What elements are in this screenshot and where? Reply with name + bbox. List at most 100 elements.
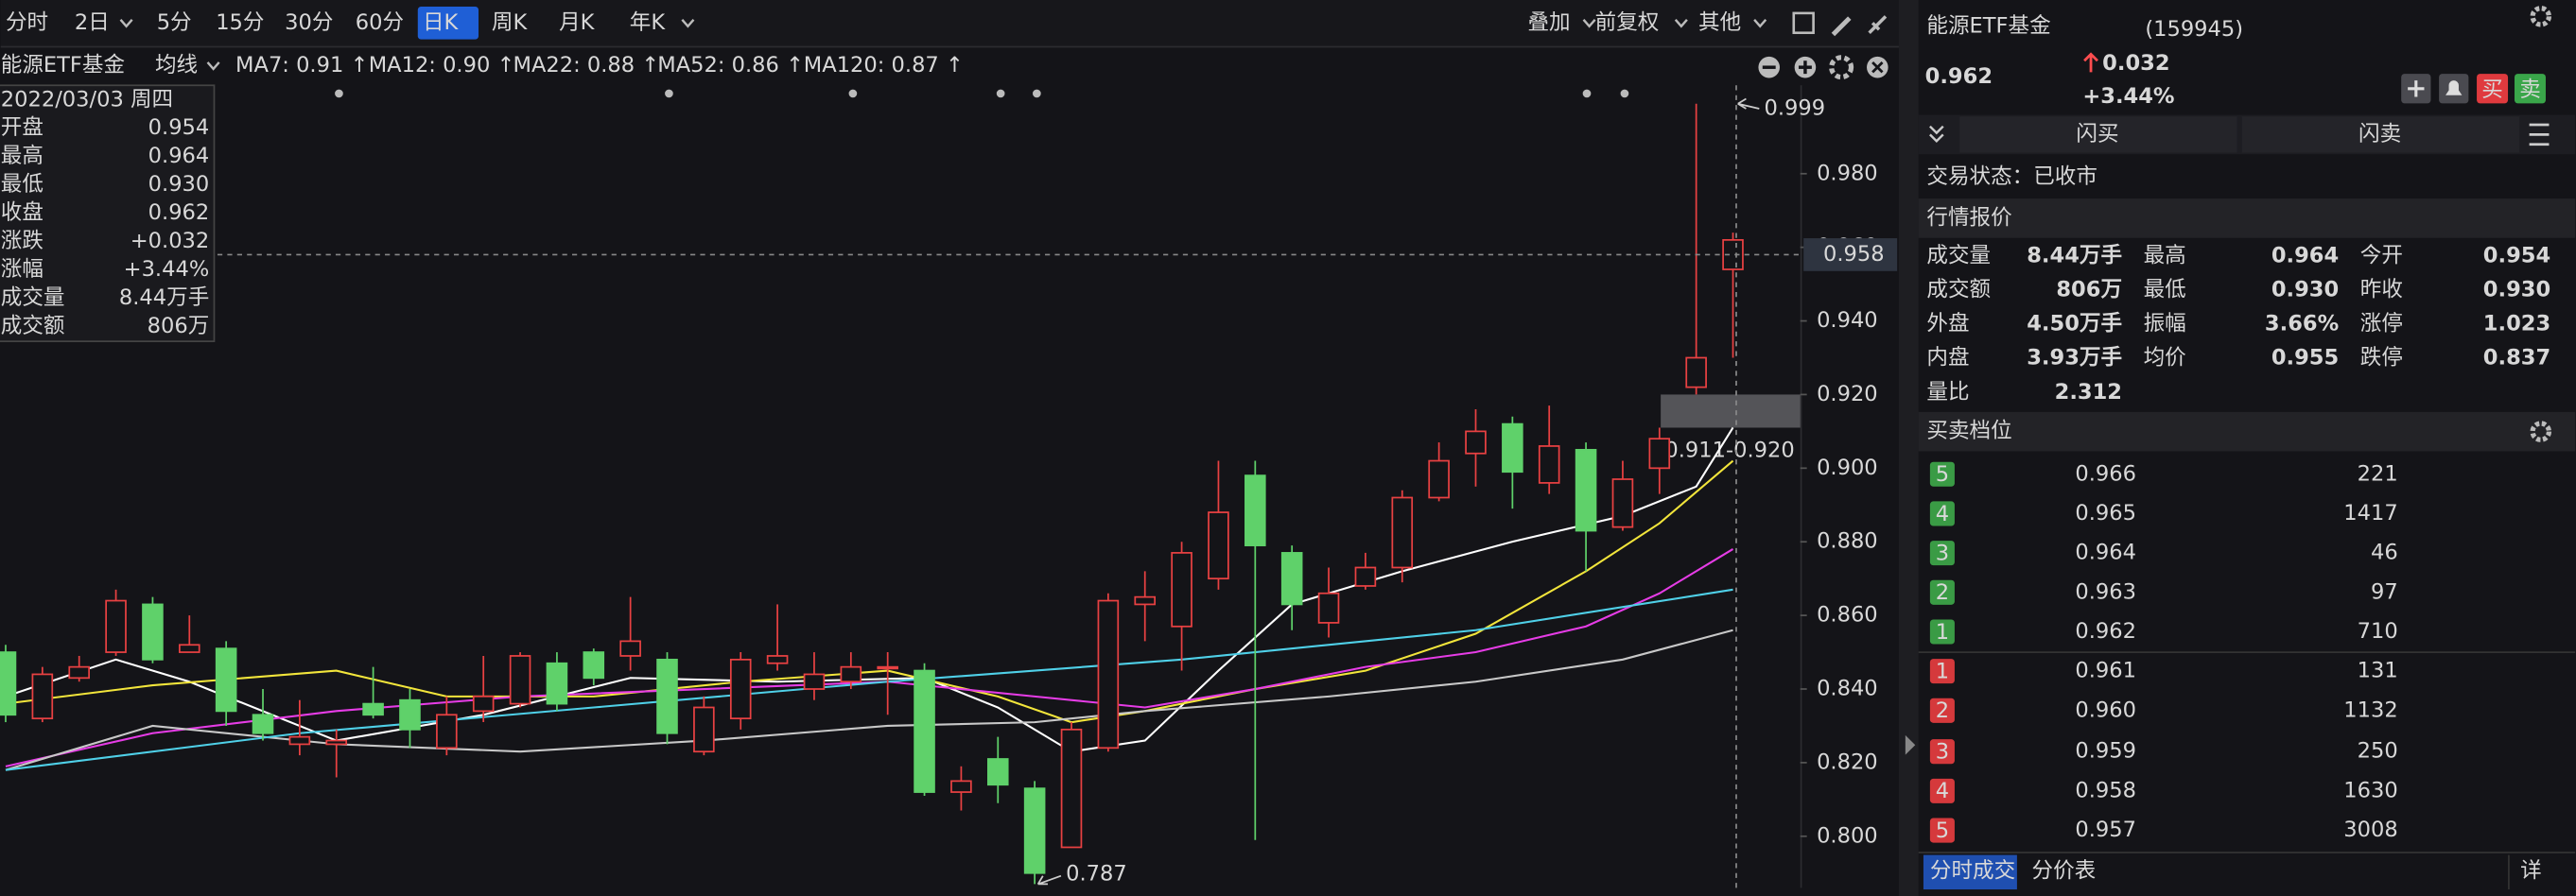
tooltip-label: 最高 <box>1 144 44 168</box>
candle-body <box>1354 566 1377 587</box>
stat-value: 0.964 <box>2271 243 2339 267</box>
layout-icon[interactable] <box>1792 11 1815 35</box>
bell-icon <box>2445 80 2463 95</box>
event-dot[interactable] <box>996 89 1005 98</box>
stat-value: 1.023 <box>2483 312 2550 336</box>
detail-button[interactable]: 详 <box>2520 858 2542 883</box>
price-change: 0.032 <box>2102 51 2169 76</box>
stat-value: 3.93万手 <box>2027 346 2122 370</box>
stat-value: 0.955 <box>2271 346 2339 370</box>
panel-divider <box>1898 0 1919 896</box>
ma-line <box>5 459 1734 724</box>
level-badge <box>1929 659 1955 684</box>
stat-label: 涨停 <box>2360 312 2403 336</box>
dropdown-caret <box>1753 19 1767 28</box>
stat-value: 0.837 <box>2483 346 2550 370</box>
book-price: 0.960 <box>2075 698 2136 722</box>
candle-body <box>325 739 348 746</box>
candle-body <box>179 644 200 653</box>
collapse-arrow[interactable] <box>1905 734 1916 755</box>
timeframe-tab[interactable]: 60分 <box>356 10 404 35</box>
candle-body <box>1134 595 1157 606</box>
ma-label: MA120: 0.87 ↑ <box>804 53 964 78</box>
y-tick-label: 0.900 <box>1817 456 1878 480</box>
tab-selected <box>417 6 479 40</box>
draw-icon[interactable] <box>1831 16 1852 37</box>
last-price: 0.962 <box>1925 64 1993 89</box>
candle-body <box>583 651 605 680</box>
ma-label: MA22: 0.88 ↑ <box>513 53 659 78</box>
bottom-tab[interactable]: 分时成交 <box>1930 858 2015 883</box>
book-volume: 3008 <box>2343 818 2397 842</box>
level-badge <box>1929 778 1955 803</box>
y-tick-label: 0.820 <box>1817 750 1878 774</box>
settings-gear[interactable] <box>2530 6 2552 27</box>
candle-body <box>1060 728 1083 849</box>
timeframe-tab[interactable]: 30分 <box>285 10 333 35</box>
candle-body <box>1575 448 1597 532</box>
bottom-tab[interactable]: 分价表 <box>2032 858 2097 883</box>
event-dot[interactable] <box>1033 89 1041 98</box>
candle-body <box>877 665 898 670</box>
book-settings[interactable] <box>2530 421 2552 442</box>
book-volume: 131 <box>2358 659 2398 683</box>
candle-body <box>1722 238 1744 270</box>
candle-body <box>1023 787 1046 874</box>
toolbar-menu[interactable]: 叠加 <box>1527 10 1570 35</box>
stat-value: 0.954 <box>2483 243 2550 267</box>
timeframe-tab[interactable]: 2日 <box>75 10 110 35</box>
candle-body <box>288 735 311 746</box>
timeframe-tab[interactable]: 月K <box>559 10 596 35</box>
stat-label: 成交量 <box>1926 243 1991 267</box>
event-dot[interactable] <box>335 89 343 98</box>
flash-buy[interactable]: 闪买 <box>2076 122 2118 146</box>
stat-value: 0.930 <box>2271 277 2339 302</box>
section-header <box>1918 411 2576 452</box>
low-arrow <box>1036 874 1062 886</box>
buy-button[interactable] <box>2477 74 2509 104</box>
zoom-in-icon <box>1803 60 1807 75</box>
candle-body <box>215 647 237 713</box>
toolbar-menu[interactable]: 其他 <box>1698 10 1741 35</box>
event-dot[interactable] <box>848 89 858 98</box>
stat-label: 跌停 <box>2360 346 2403 370</box>
event-dot[interactable] <box>1582 89 1592 98</box>
stat-label: 量比 <box>1926 380 1969 405</box>
book-price: 0.961 <box>2075 659 2136 683</box>
timeframe-tab[interactable]: 周K <box>492 10 529 35</box>
timeframe-tab[interactable]: 5分 <box>157 10 192 35</box>
stat-value: 3.66% <box>2265 312 2339 336</box>
tooltip-value: +3.44% <box>124 257 210 282</box>
event-dot[interactable] <box>665 89 673 98</box>
candle-body <box>472 695 495 713</box>
tooltip-label: 开盘 <box>1 115 44 140</box>
timeframe-tab[interactable]: 日K <box>423 10 460 35</box>
sell-button[interactable] <box>2514 74 2546 104</box>
candle-body <box>729 658 752 720</box>
ma-mode[interactable]: 均线 <box>155 53 198 78</box>
flash-buy-cell[interactable] <box>1959 116 2237 153</box>
toolbar-menu[interactable]: 前复权 <box>1595 10 1660 35</box>
book-price: 0.965 <box>2075 501 2136 526</box>
timeframe-tab[interactable]: 年K <box>630 10 667 35</box>
tooltip-label: 涨跌 <box>1 229 44 253</box>
tool-icon[interactable] <box>1868 15 1888 34</box>
tooltip-value: 0.954 <box>148 115 210 140</box>
section-title: 买卖档位 <box>1926 419 2011 443</box>
flash-sell-cell[interactable] <box>2241 116 2520 153</box>
candle-body <box>1648 438 1671 470</box>
price-change-pct: +3.44% <box>2082 84 2174 109</box>
flash-sell[interactable]: 闪卖 <box>2358 122 2401 146</box>
bottom-tab-selected <box>1923 854 2017 890</box>
timeframe-tab[interactable]: 分时 <box>6 10 48 35</box>
candle-body <box>362 702 384 716</box>
timeframe-tab[interactable]: 15分 <box>216 10 264 35</box>
tooltip-label: 最低 <box>1 172 44 197</box>
event-dot[interactable] <box>1620 89 1629 98</box>
book-volume: 46 <box>2371 541 2398 565</box>
level-badge <box>1929 501 1955 526</box>
settings[interactable] <box>1829 55 1854 80</box>
tooltip-value: +0.032 <box>131 229 210 253</box>
section-header <box>1918 198 2576 238</box>
close-icon <box>1871 60 1884 74</box>
